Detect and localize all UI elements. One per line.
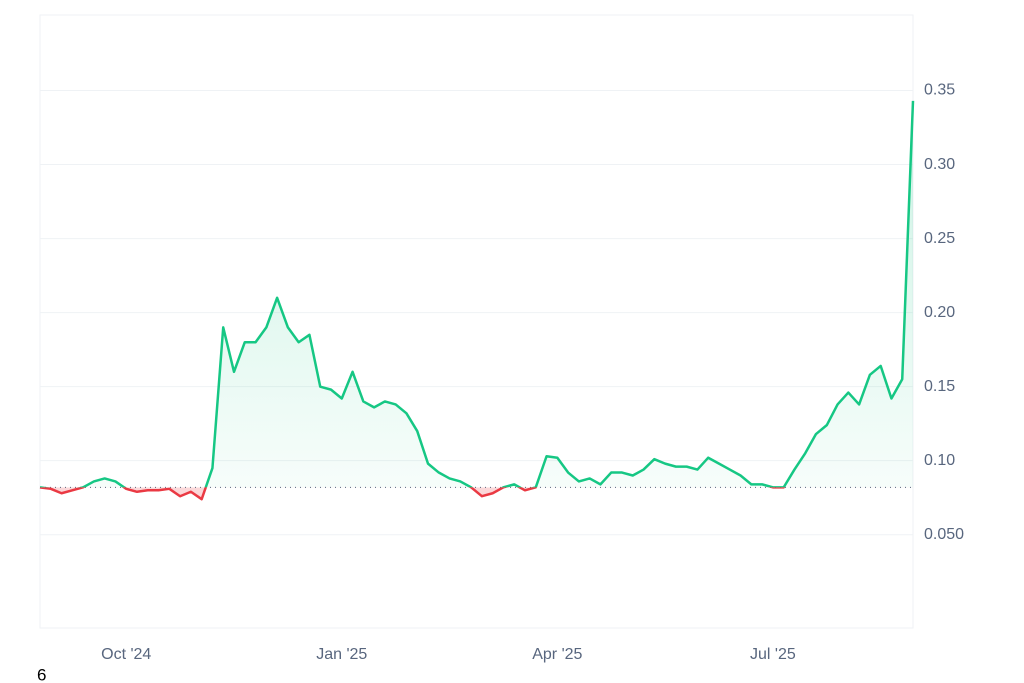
x-tick-label: Apr '25 bbox=[532, 646, 582, 663]
footer-text: 6 bbox=[37, 665, 46, 683]
y-tick-label: 0.20 bbox=[924, 304, 955, 321]
plot-frame bbox=[39, 14, 914, 629]
y-tick-label: 0.30 bbox=[924, 156, 955, 173]
y-tick-label: 0.050 bbox=[924, 526, 964, 543]
area-up bbox=[83, 100, 913, 488]
y-tick-label: 0.15 bbox=[924, 378, 955, 395]
y-tick-label: 0.25 bbox=[924, 230, 955, 247]
y-tick-label: 0.35 bbox=[924, 82, 955, 99]
x-tick-label: Oct '24 bbox=[101, 646, 151, 663]
y-tick-label: 0.10 bbox=[924, 452, 955, 469]
x-tick-label: Jan '25 bbox=[316, 646, 367, 663]
price-line-up bbox=[40, 100, 915, 488]
price-line-down bbox=[39, 487, 786, 501]
x-tick-label: Jul '25 bbox=[750, 646, 796, 663]
area-down bbox=[40, 487, 913, 500]
